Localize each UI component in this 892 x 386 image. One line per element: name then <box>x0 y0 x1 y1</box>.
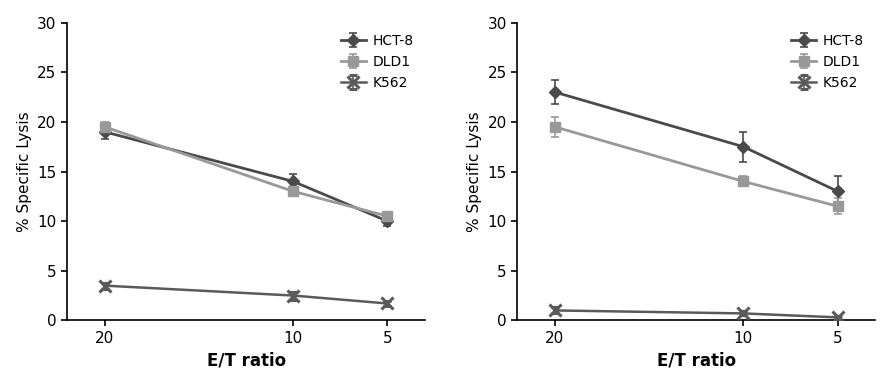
Legend: HCT-8, DLD1, K562: HCT-8, DLD1, K562 <box>337 30 418 94</box>
X-axis label: E/T ratio: E/T ratio <box>657 351 736 369</box>
Y-axis label: % Specific Lysis: % Specific Lysis <box>467 111 482 232</box>
Legend: HCT-8, DLD1, K562: HCT-8, DLD1, K562 <box>787 30 869 94</box>
X-axis label: E/T ratio: E/T ratio <box>207 351 285 369</box>
Y-axis label: % Specific Lysis: % Specific Lysis <box>17 111 32 232</box>
